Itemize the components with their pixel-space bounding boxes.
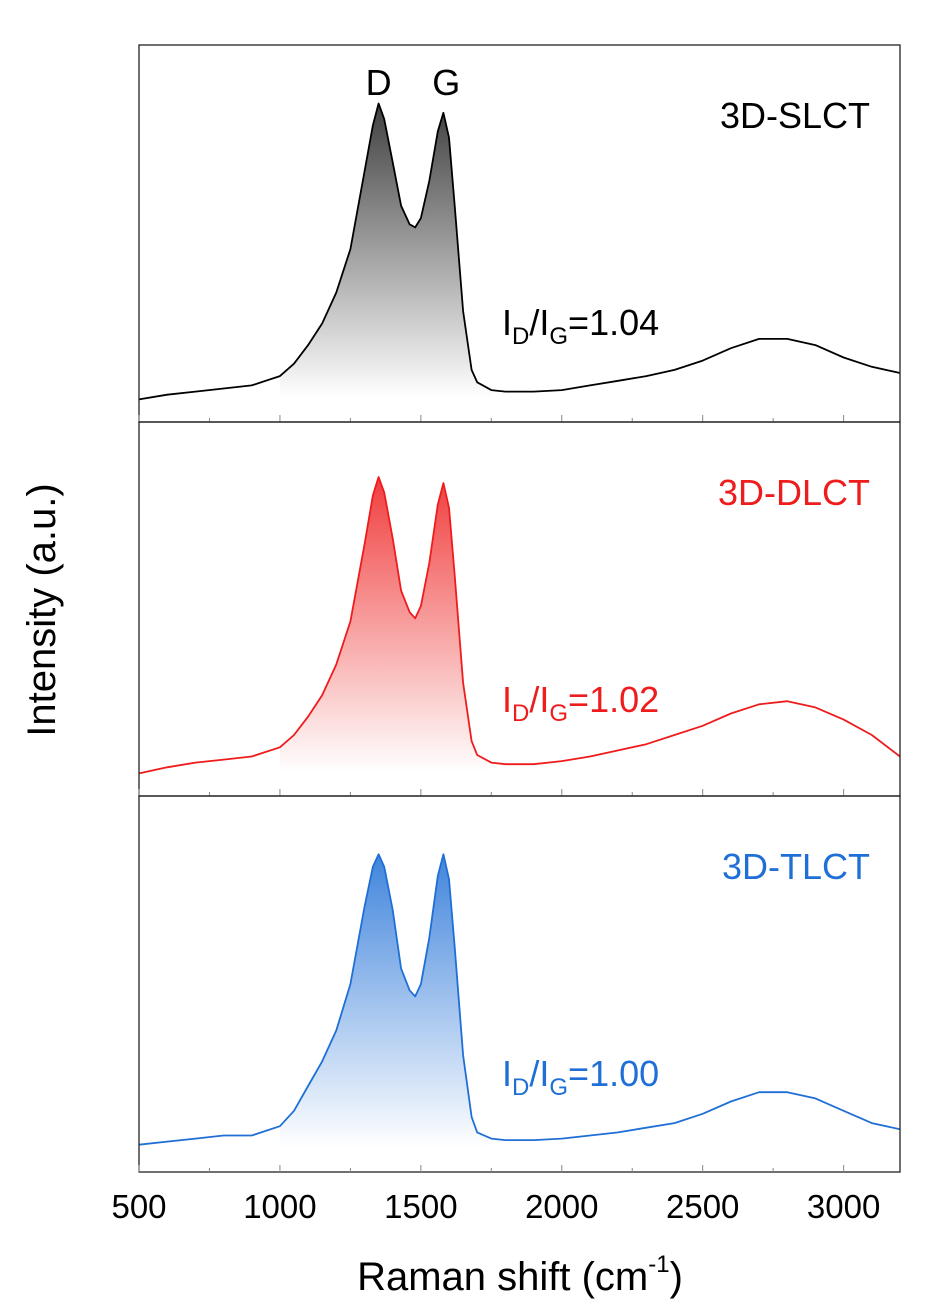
ratio-part: =1.00 (568, 1053, 659, 1094)
ratio-part: /I (529, 302, 549, 343)
ratio-part: /I (529, 679, 549, 720)
x-axis-title: Raman shift (cm-1) (357, 1251, 683, 1299)
peak-fill (279, 103, 492, 398)
sample-label: 3D-TLCT (722, 846, 870, 887)
x-tick-label: 1000 (243, 1188, 316, 1225)
x-tick-label: 2000 (525, 1188, 598, 1225)
x-tick-labels: 500 1000 1500 2000 2500 3000 (111, 1188, 880, 1225)
peak-label-d: D (366, 62, 392, 103)
ratio-part: D (512, 323, 529, 350)
ratio-part: D (512, 1074, 529, 1101)
id-ig-ratio-label: ID/IG=1.04 (502, 302, 659, 350)
ratio-part: G (549, 323, 568, 350)
ratio-part: G (549, 700, 568, 727)
x-axis-title-main: Raman shift (cm (357, 1255, 648, 1299)
id-ig-ratio-label: ID/IG=1.00 (502, 1053, 659, 1101)
ratio-part: D (512, 700, 529, 727)
x-tick-label: 1500 (384, 1188, 457, 1225)
x-tick-label: 3000 (807, 1188, 880, 1225)
x-axis-title-sup: -1 (648, 1251, 669, 1278)
x-tick-label: 2500 (666, 1188, 739, 1225)
x-axis-title-close: ) (670, 1255, 683, 1299)
ratio-part: =1.02 (568, 679, 659, 720)
sample-label: 3D-SLCT (720, 95, 870, 136)
id-ig-ratio-label: ID/IG=1.02 (502, 679, 659, 727)
ratio-part: I (502, 302, 512, 343)
spectrum-line (138, 102, 901, 401)
panel-frame (138, 795, 901, 1173)
spectrum-line (138, 853, 901, 1146)
x-tick-label: 500 (111, 1188, 166, 1225)
panels-group: 3D-SLCTID/IG=1.043D-DLCTID/IG=1.023D-TLC… (138, 44, 901, 1173)
ratio-part: I (502, 1053, 512, 1094)
ratio-part: /I (529, 1053, 549, 1094)
ratio-part: I (502, 679, 512, 720)
peak-label-g: G (432, 62, 460, 103)
panel-3d-dlct: 3D-DLCT ID/IG=1.02 (138, 421, 901, 797)
sample-label: 3D-DLCT (718, 472, 870, 513)
ratio-part: =1.04 (568, 302, 659, 343)
peak-fill (279, 854, 492, 1148)
ratio-part: G (549, 1074, 568, 1101)
spectrum-line (138, 476, 901, 775)
panel-3d-tlct: 3D-TLCT ID/IG=1.00 (138, 795, 901, 1173)
y-axis-title: Intensity (a.u.) (20, 483, 64, 736)
peak-fill (279, 477, 492, 772)
